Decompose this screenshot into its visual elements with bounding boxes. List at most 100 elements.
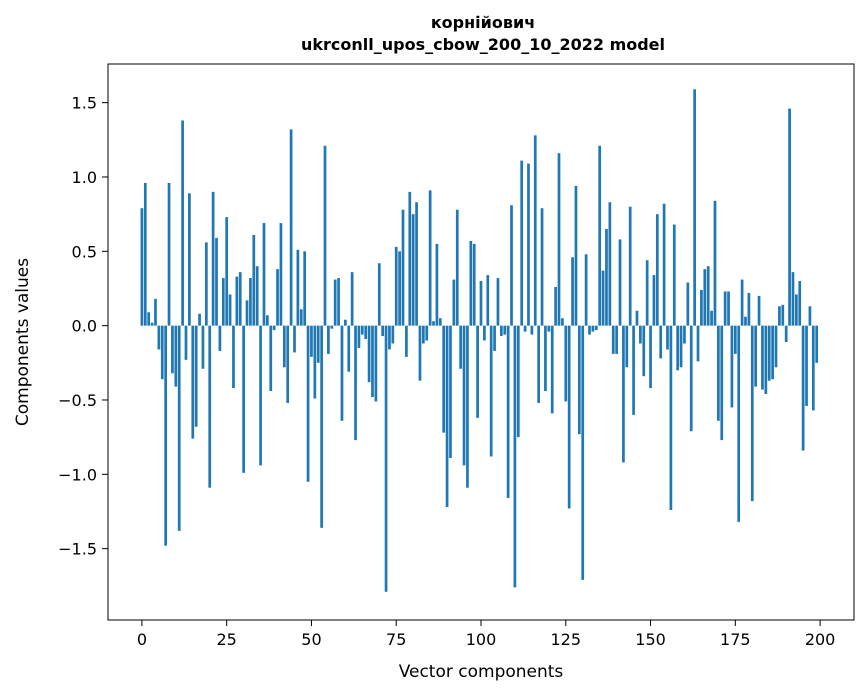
bar-123 bbox=[557, 153, 561, 326]
bar-182 bbox=[757, 295, 761, 326]
bar-19 bbox=[204, 242, 208, 326]
bar-124 bbox=[561, 318, 564, 326]
bar-131 bbox=[584, 254, 588, 326]
bar-111 bbox=[516, 325, 520, 438]
bar-55 bbox=[327, 325, 330, 354]
bar-106 bbox=[499, 325, 503, 337]
bar-104 bbox=[493, 325, 496, 351]
bar-171 bbox=[720, 325, 724, 441]
bar-191 bbox=[788, 108, 791, 326]
bar-14 bbox=[188, 193, 191, 326]
bar-187 bbox=[774, 325, 778, 368]
bar-69 bbox=[374, 325, 378, 402]
bar-10 bbox=[174, 325, 178, 387]
bar-58 bbox=[337, 278, 340, 326]
bar-109 bbox=[510, 205, 513, 326]
bar-132 bbox=[588, 325, 591, 335]
bar-154 bbox=[662, 203, 666, 326]
bar-76 bbox=[398, 251, 401, 326]
bar-17 bbox=[198, 313, 201, 326]
bar-1 bbox=[143, 182, 147, 326]
bar-103 bbox=[489, 325, 493, 457]
y-tick-label: 0.5 bbox=[72, 242, 97, 261]
bar-126 bbox=[567, 325, 571, 509]
x-tick-label: 125 bbox=[550, 630, 581, 649]
bar-115 bbox=[530, 325, 534, 335]
bar-117 bbox=[537, 325, 540, 403]
bar-108 bbox=[506, 325, 510, 499]
bar-45 bbox=[293, 325, 296, 353]
bar-9 bbox=[171, 325, 174, 374]
bar-129 bbox=[577, 325, 581, 435]
bar-173 bbox=[727, 291, 730, 326]
bar-65 bbox=[360, 325, 364, 335]
bar-174 bbox=[730, 325, 734, 408]
bar-162 bbox=[689, 325, 693, 432]
bar-60 bbox=[344, 319, 347, 326]
bar-12 bbox=[181, 120, 184, 326]
bar-161 bbox=[686, 282, 690, 326]
bar-188 bbox=[778, 306, 781, 326]
bar-150 bbox=[649, 325, 652, 389]
bar-13 bbox=[184, 325, 188, 360]
bar-155 bbox=[666, 325, 669, 350]
bar-169 bbox=[713, 200, 717, 326]
bar-21 bbox=[211, 191, 215, 326]
bar-82 bbox=[418, 325, 422, 381]
bar-34 bbox=[255, 266, 259, 326]
bar-22 bbox=[215, 237, 218, 326]
bar-157 bbox=[672, 224, 676, 326]
bar-116 bbox=[533, 135, 537, 326]
bar-11 bbox=[177, 325, 181, 531]
bar-175 bbox=[733, 325, 737, 354]
x-axis-label: Vector components bbox=[399, 662, 564, 682]
bar-28 bbox=[235, 276, 239, 326]
bar-97 bbox=[469, 240, 473, 326]
bar-128 bbox=[574, 185, 578, 326]
bar-4 bbox=[154, 298, 157, 326]
bar-143 bbox=[625, 325, 629, 368]
bar-144 bbox=[628, 206, 632, 326]
bar-130 bbox=[581, 325, 585, 580]
bar-159 bbox=[679, 325, 683, 368]
bar-53 bbox=[320, 325, 323, 528]
bar-96 bbox=[466, 325, 469, 488]
bar-2 bbox=[147, 312, 151, 326]
bar-72 bbox=[384, 325, 388, 592]
bar-77 bbox=[401, 209, 405, 326]
bar-167 bbox=[706, 266, 710, 326]
bar-26 bbox=[228, 294, 232, 326]
bar-170 bbox=[717, 325, 720, 421]
bar-64 bbox=[357, 325, 361, 348]
bar-85 bbox=[428, 190, 432, 326]
bar-183 bbox=[761, 325, 764, 390]
y-tick-label: −1.0 bbox=[58, 465, 97, 484]
bar-147 bbox=[639, 325, 642, 344]
bar-35 bbox=[259, 325, 262, 466]
bar-83 bbox=[422, 325, 425, 344]
bar-112 bbox=[520, 160, 524, 326]
bar-24 bbox=[221, 278, 225, 326]
bar-105 bbox=[496, 278, 500, 326]
bar-149 bbox=[645, 260, 649, 326]
bar-148 bbox=[642, 325, 646, 377]
bar-41 bbox=[279, 223, 283, 326]
bar-94 bbox=[459, 325, 463, 369]
bar-177 bbox=[740, 279, 744, 326]
bar-49 bbox=[306, 325, 310, 482]
bar-6 bbox=[160, 325, 164, 380]
bar-67 bbox=[367, 325, 371, 383]
y-axis-ticks: −1.5 −1.0 −0.5 0.0 0.5 1.0 1.5 bbox=[58, 94, 108, 559]
bar-186 bbox=[771, 325, 774, 380]
bar-3 bbox=[150, 322, 154, 326]
bar-166 bbox=[703, 269, 707, 326]
bar-118 bbox=[540, 208, 544, 326]
bar-195 bbox=[801, 325, 805, 451]
bar-145 bbox=[632, 325, 635, 415]
bar-192 bbox=[791, 272, 795, 326]
bar-101 bbox=[483, 325, 486, 341]
bar-91 bbox=[449, 325, 452, 458]
chart-subtitle: ukrconll_upos_cbow_200_10_2022 model bbox=[301, 35, 665, 54]
bar-8 bbox=[167, 182, 171, 326]
